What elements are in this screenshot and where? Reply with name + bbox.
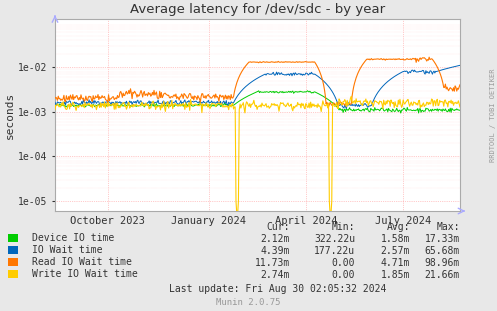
Text: RRDTOOL / TOBI OETIKER: RRDTOOL / TOBI OETIKER [490,68,496,162]
Text: 0.00: 0.00 [331,270,355,280]
Text: 4.71m: 4.71m [381,258,410,268]
Y-axis label: seconds: seconds [5,91,15,139]
Text: Avg:: Avg: [387,222,410,232]
Text: 2.12m: 2.12m [260,234,290,244]
Text: 4.39m: 4.39m [260,246,290,256]
Text: Min:: Min: [331,222,355,232]
Text: Write IO Wait time: Write IO Wait time [32,269,138,279]
Text: 0.00: 0.00 [331,258,355,268]
Text: 98.96m: 98.96m [425,258,460,268]
Text: Cur:: Cur: [266,222,290,232]
Text: 2.57m: 2.57m [381,246,410,256]
Text: Munin 2.0.75: Munin 2.0.75 [216,298,280,307]
Text: 1.85m: 1.85m [381,270,410,280]
Title: Average latency for /dev/sdc - by year: Average latency for /dev/sdc - by year [130,3,385,16]
Text: 17.33m: 17.33m [425,234,460,244]
Text: Read IO Wait time: Read IO Wait time [32,257,132,267]
Text: 65.68m: 65.68m [425,246,460,256]
Text: 177.22u: 177.22u [314,246,355,256]
Text: 11.73m: 11.73m [255,258,290,268]
Text: Device IO time: Device IO time [32,233,114,243]
Text: 322.22u: 322.22u [314,234,355,244]
Text: IO Wait time: IO Wait time [32,245,102,255]
Text: 1.58m: 1.58m [381,234,410,244]
Text: 2.74m: 2.74m [260,270,290,280]
Text: Max:: Max: [436,222,460,232]
Text: Last update: Fri Aug 30 02:05:32 2024: Last update: Fri Aug 30 02:05:32 2024 [169,284,387,294]
Text: 21.66m: 21.66m [425,270,460,280]
